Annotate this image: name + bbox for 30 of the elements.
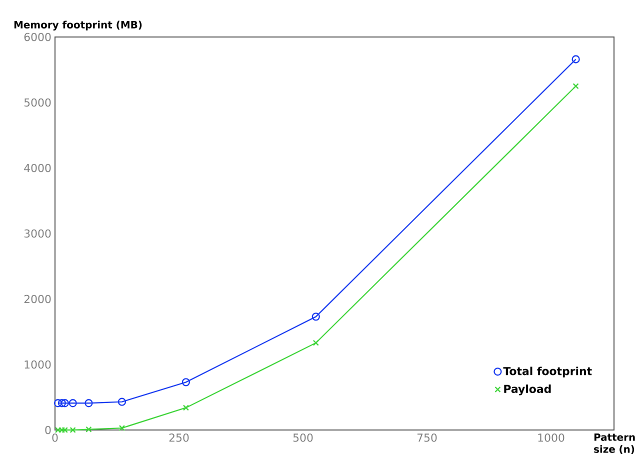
y-tick-label: 6000 — [24, 32, 51, 42]
y-tick-label: 0 — [45, 426, 51, 434]
point — [84, 399, 93, 408]
y-axis-title: Memory footprint (MB) — [14, 20, 142, 30]
x-tick-label: 500 — [293, 434, 313, 442]
point — [60, 399, 70, 408]
point — [182, 378, 190, 386]
point — [572, 55, 580, 64]
y-tick-label: 3000 — [24, 229, 51, 238]
point — [68, 399, 77, 408]
x-tick-label: 250 — [169, 434, 189, 442]
point — [118, 398, 126, 406]
point — [312, 340, 319, 346]
x-tick-label: 1000 — [538, 434, 564, 442]
y-tick-label: 5000 — [24, 98, 51, 107]
x-tick-label: 0 — [52, 434, 58, 442]
y-tick-label: 4000 — [24, 164, 51, 172]
legend-label: Payload — [504, 384, 551, 396]
x-tick-label: 750 — [417, 434, 437, 442]
point — [572, 83, 579, 90]
point — [86, 426, 92, 432]
point — [182, 404, 190, 411]
point — [312, 312, 320, 321]
x-axis-title: Pattern size (n) — [594, 434, 635, 454]
y-tick-label: 2000 — [24, 294, 51, 304]
legend-label: Total footprint — [503, 366, 592, 378]
y-tick-label: 1000 — [24, 360, 51, 369]
point — [54, 399, 62, 408]
point — [118, 424, 126, 432]
point — [58, 399, 66, 408]
